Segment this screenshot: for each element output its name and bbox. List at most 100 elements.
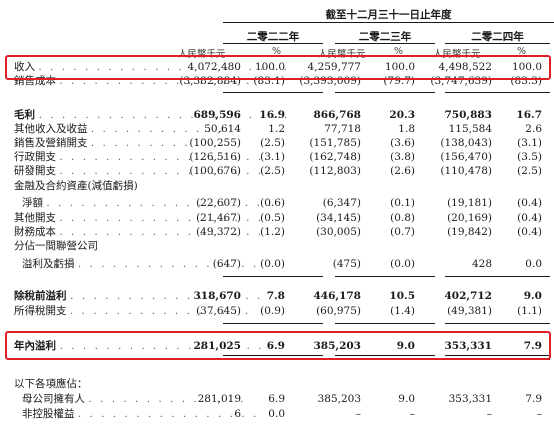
cell: (0.4) bbox=[517, 212, 542, 224]
table-row: 淨額 . . . . . . . . . . . . . . . . . . .… bbox=[22, 197, 542, 209]
cell: (22,607) bbox=[196, 197, 241, 209]
subtotal-rule bbox=[445, 92, 550, 93]
cell: (0.7) bbox=[390, 226, 415, 238]
cell: 446,178 bbox=[313, 290, 362, 302]
cell: (475) bbox=[332, 258, 361, 270]
row-label: 其他開支 bbox=[14, 212, 56, 224]
cell: (49,381) bbox=[447, 305, 492, 317]
cell: (1.4) bbox=[390, 305, 415, 317]
year-2023-heading: 二零二三年 bbox=[358, 31, 412, 43]
cell: 402,712 bbox=[444, 290, 493, 302]
table-row: 其他開支 . . . . . . . . . . . . . . . . . .… bbox=[14, 212, 542, 224]
subtotal-rule bbox=[223, 323, 323, 324]
cell: – bbox=[536, 408, 542, 420]
row-label: 行政開支 bbox=[14, 151, 56, 163]
table-row: 以下各項應佔： bbox=[0, 377, 554, 391]
subtotal-rule bbox=[335, 92, 435, 93]
cell: 100.0 bbox=[511, 61, 542, 73]
cell: 10.5 bbox=[389, 290, 415, 302]
cell: – bbox=[486, 408, 492, 420]
cell: 428 bbox=[471, 258, 492, 270]
subtotal-rule bbox=[223, 276, 323, 277]
cell: 750,883 bbox=[444, 109, 493, 121]
cell: (60,975) bbox=[316, 305, 361, 317]
row-label: 財務成本 bbox=[14, 226, 56, 238]
cell: (647) bbox=[212, 258, 241, 270]
cell: 6.9 bbox=[268, 393, 285, 405]
cell: 0.0 bbox=[525, 258, 542, 270]
row-label: 溢利及虧損 bbox=[22, 258, 75, 270]
cell: 9.0 bbox=[398, 393, 415, 405]
table-row: 研發開支 . . . . . . . . . . . . . . . . . .… bbox=[14, 165, 542, 177]
cell: (6,347) bbox=[322, 197, 361, 209]
cell: 50,614 bbox=[204, 123, 241, 135]
year-2022-rule bbox=[223, 43, 323, 44]
revenue-highlight-box bbox=[5, 55, 551, 80]
cell: 115,584 bbox=[448, 123, 492, 135]
cell: (19,181) bbox=[447, 197, 492, 209]
row-label: 年內溢利 bbox=[14, 340, 56, 352]
subtotal-rule bbox=[335, 276, 435, 277]
table-row: 分佔一間聯營公司 bbox=[0, 239, 554, 253]
cell: 20.3 bbox=[389, 109, 415, 121]
cell: 16.9 bbox=[259, 109, 285, 121]
unit-amount-2023: 人民幣千元 bbox=[318, 49, 366, 60]
unit-pct-2022: % bbox=[272, 46, 282, 57]
table-row: 財務成本 . . . . . . . . . . . . . . . . . .… bbox=[14, 226, 542, 238]
unit-amount-2024: 人民幣千元 bbox=[433, 49, 481, 60]
cell: (3.5) bbox=[517, 151, 542, 163]
year-2023-rule bbox=[335, 43, 435, 44]
subtotal-rule bbox=[445, 276, 550, 277]
cell: (3.8) bbox=[390, 151, 415, 163]
row-label: 毛利 bbox=[14, 109, 35, 121]
cell: (162,748) bbox=[309, 151, 361, 163]
row-label: 金融及合約資產(減值虧損) bbox=[14, 180, 138, 192]
subtotal-rule bbox=[445, 323, 550, 324]
cell: 6 bbox=[234, 408, 241, 420]
cell: 7.9 bbox=[525, 393, 542, 405]
subtotal-rule bbox=[335, 323, 435, 324]
cell: 385,203 bbox=[313, 340, 362, 352]
cell: (1.1) bbox=[517, 305, 542, 317]
cell: 6.9 bbox=[266, 340, 285, 352]
period-title: 截至十二月三十一日止年度 bbox=[325, 9, 452, 21]
cell: 1.8 bbox=[398, 123, 415, 135]
cell: 353,331 bbox=[444, 340, 493, 352]
cell: 77,718 bbox=[324, 123, 361, 135]
cell: (112,803) bbox=[309, 165, 361, 177]
unit-amount-2022: 人民幣千元 bbox=[178, 49, 226, 60]
cell: (19,842) bbox=[447, 226, 492, 238]
cell: 689,596 bbox=[193, 109, 242, 121]
cell: 385,203 bbox=[317, 393, 361, 405]
cell: (0.4) bbox=[517, 197, 542, 209]
cell: 281,019 bbox=[197, 393, 241, 405]
table-row: 母公司擁有人 . . . . . . . . . . . . . . 281,0… bbox=[22, 393, 542, 405]
row-label: 分佔一間聯營公司 bbox=[14, 240, 98, 252]
cell: 7.9 bbox=[523, 340, 542, 352]
cell: (20,169) bbox=[447, 212, 492, 224]
cell: (0.0) bbox=[390, 258, 415, 270]
cell: 2.6 bbox=[525, 123, 542, 135]
cell: (0.5) bbox=[260, 212, 285, 224]
row-label: 所得稅開支 bbox=[14, 305, 67, 317]
year-2022-heading: 二零二二年 bbox=[246, 31, 300, 43]
subtotal-rule bbox=[223, 92, 323, 93]
row-label: 研發開支 bbox=[14, 165, 56, 177]
table-row: 毛利 . . . . . . . . . . . . . . . . . . .… bbox=[14, 109, 542, 121]
row-label: 淨額 bbox=[22, 197, 43, 209]
cell: (138,043) bbox=[440, 137, 492, 149]
cell: (21,467) bbox=[196, 212, 241, 224]
cell: 4,072,480 bbox=[187, 61, 241, 73]
row-label: 以下各項應佔： bbox=[14, 378, 88, 390]
table-row: 銷售及營銷開支 . . . . . . . . . . . . (100,255… bbox=[14, 137, 542, 149]
cell: 281,025 bbox=[193, 340, 242, 352]
cell: (37,645) bbox=[196, 305, 241, 317]
row-label: 母公司擁有人 bbox=[22, 393, 85, 405]
row-label: 銷售及營銷開支 bbox=[14, 137, 88, 149]
cell: (126,516) bbox=[189, 151, 241, 163]
cell: (2.5) bbox=[260, 165, 285, 177]
cell: (3.6) bbox=[390, 137, 415, 149]
unit-pct-2024: % bbox=[517, 46, 527, 57]
cell: (100,255) bbox=[189, 137, 241, 149]
table-row: 所得稅開支 . . . . . . . . . . . . . . . . (3… bbox=[14, 305, 542, 317]
